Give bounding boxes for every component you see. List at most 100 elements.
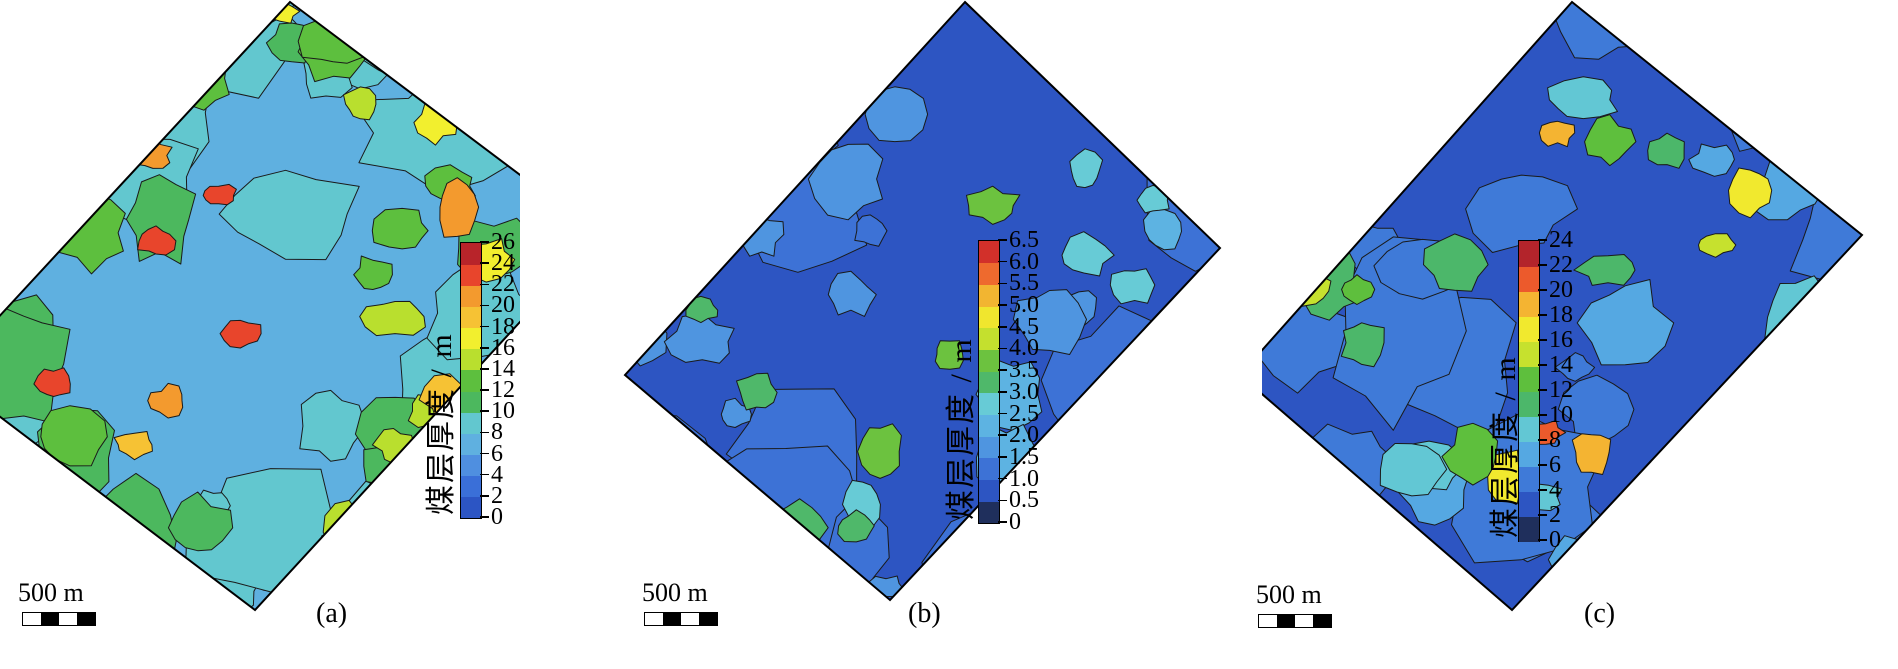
colorbar-tick-label: 0 [1009,509,1021,535]
contour-region [1405,2,1543,51]
contour-region [966,185,1021,225]
contour-region [353,255,393,290]
contour-region [0,2,47,29]
colorbar-step [979,349,999,372]
contour-region [147,382,184,419]
colorbar-tick [1538,339,1547,341]
colorbar-scale [1518,240,1540,542]
colorbar-tick-label: 14 [1549,352,1573,378]
contour-region [1554,352,1596,382]
contour-region [9,137,73,211]
contour-region [1538,120,1576,148]
contour-region [1012,289,1087,355]
contour-region [1647,132,1685,169]
colorbar-tick [480,410,489,412]
colorbar-step [1519,266,1539,292]
colorbar-tick [998,477,1007,480]
colorbar-scale [460,242,482,519]
contour-region [1262,141,1317,236]
colorbar-tick-label: 20 [491,292,515,319]
scale-label: 500 m [18,578,84,607]
colorbar-tick-label: 6.5 [1009,227,1039,253]
contour-region [1728,167,1773,219]
contour-region [135,2,239,78]
contour-region [1487,449,1521,504]
contour-region [827,270,877,317]
contour-region [0,187,59,266]
colorbar-tick-label: 0 [491,504,503,530]
colorbar-tick [998,434,1007,436]
colorbar-tick [998,456,1007,458]
contour-region [1549,569,1588,596]
panel-label-b: (b) [908,598,941,629]
colorbar-step [461,327,481,350]
contour-region [218,169,360,261]
colorbar-tick [480,283,489,286]
contour-region [219,319,262,349]
colorbar-tick [1538,264,1547,266]
panel-label-c: (c) [1584,598,1616,629]
colorbar-tick-label: 3.0 [1009,378,1039,405]
contour-region [359,300,426,337]
contour-region [1109,268,1156,305]
colorbar-step [979,501,999,524]
contour-region [1730,424,1775,449]
contour-region [1417,5,1479,59]
contour-region [625,213,686,278]
colorbar-step [979,436,999,459]
colorbar-tick-label: 2.0 [1009,422,1039,449]
contour-region [1789,185,1862,289]
colorbar-tick [480,389,489,391]
colorbar-step [1519,366,1539,392]
colorbar-tick [1538,389,1547,391]
contour-region [167,491,234,552]
colorbar-tick-label: 6 [1549,452,1561,478]
contour-region [1087,9,1178,73]
colorbar-a: 0 2 4 6 8 10 12 14 16 18 20 22 24 26 煤层厚度 / m [425,0,628,669]
colorbar-step [461,369,481,392]
colorbar-step [979,479,999,502]
contour-region [720,2,880,93]
contour-region [1262,495,1282,518]
scale-label: 500 m [1256,580,1322,609]
colorbar-tick [1538,539,1547,541]
colorbar-tick [998,499,1007,502]
colorbar-tick-label: 4.0 [1009,335,1039,362]
contour-region [1573,254,1636,286]
colorbar-step [979,414,999,437]
contour-region [1698,233,1737,258]
colorbar-step [1519,241,1539,267]
contour-region [1262,433,1293,470]
contour-region [439,177,480,238]
colorbar-tick [1538,239,1547,241]
contour-map-a [0,0,520,612]
contour-region [1465,174,1578,253]
colorbar-tick-label: 4 [1549,477,1561,503]
colorbar-tick [998,412,1007,415]
contour-region [1661,14,1706,52]
panel-label-a: (a) [316,598,348,629]
colorbar-tick [480,325,489,328]
contour-region [694,2,839,192]
contour-region [934,340,964,370]
contour-region [79,521,109,543]
colorbar-tick [998,260,1007,263]
colorbar-step [979,284,999,307]
colorbar-step [461,306,481,329]
contour-region [137,225,177,256]
colorbar-step [461,348,481,371]
contour-region [787,2,849,28]
contour-region [656,67,708,132]
contour-region [837,509,875,543]
colorbar-step [1519,441,1539,467]
colorbar-tick-label: 3.5 [1009,357,1039,384]
contour-region [441,555,486,588]
contour-region [1441,422,1499,486]
colorbar-tick [1538,489,1547,491]
contour-region [33,367,71,397]
colorbar-tick-label: 18 [491,313,515,340]
colorbar-step [1519,516,1539,542]
colorbar-tick-label: 2 [1549,502,1561,528]
colorbar-tick [480,473,489,476]
colorbar-tick-label: 1.5 [1009,443,1039,470]
